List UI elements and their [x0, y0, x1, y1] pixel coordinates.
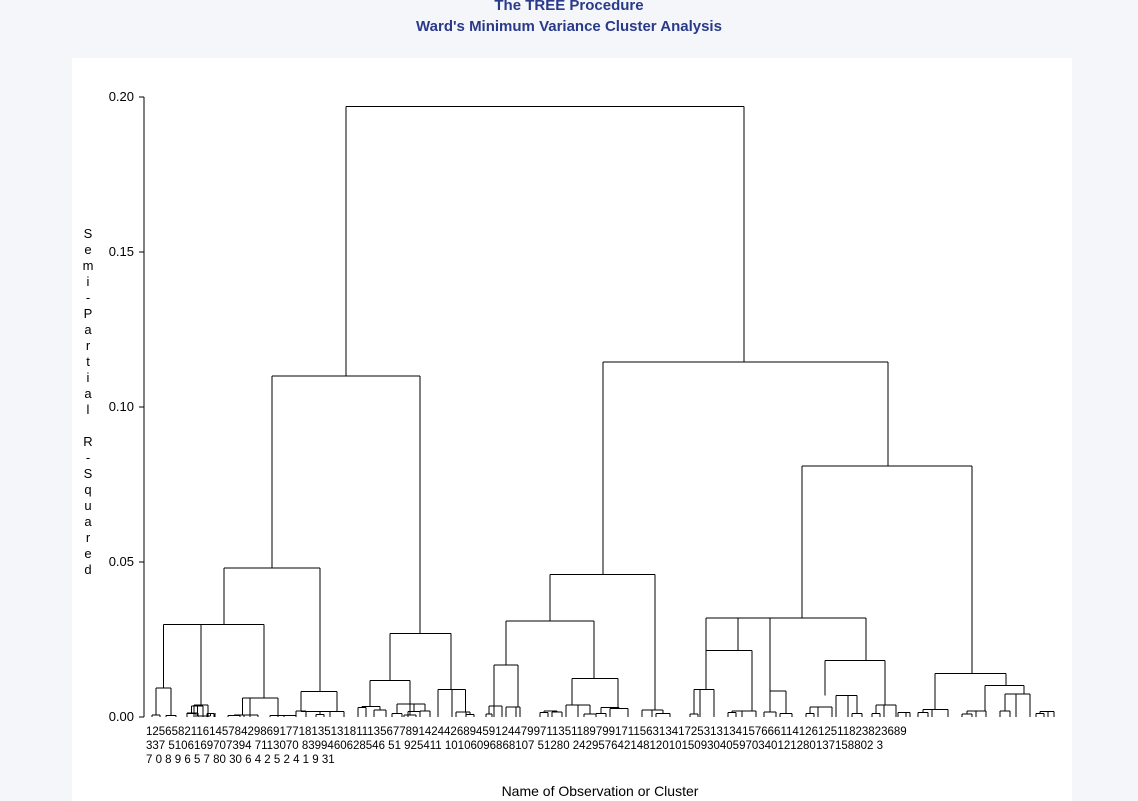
y-axis-label-char: r — [85, 530, 91, 545]
x-axis-label: Name of Observation or Cluster — [502, 783, 699, 799]
y-axis-label-char: e — [84, 546, 92, 561]
plot-area: 0.00 0.05 0.10 0.15 0.20 12565821161457842986… — [72, 58, 1072, 801]
y-axis-label-char: r — [85, 338, 91, 353]
y-axis-label-char: a — [84, 514, 92, 529]
y-axis-label-char: i — [86, 370, 90, 385]
y-axis-label-char: P — [83, 306, 93, 321]
y-axis-label-char: - — [85, 450, 91, 465]
y-tick-label: 0.00 — [109, 709, 134, 724]
dendrogram-plot: 0.00 0.05 0.10 0.15 0.20 12565821161457842986… — [109, 89, 1055, 799]
y-axis-label-char: a — [84, 322, 92, 337]
leaf-label-row: 7 0 8 9 6 5 7 80 30 6 4 2 5 2 4 1 9 31 — [146, 754, 335, 766]
y-tick-label: 0.20 — [109, 89, 134, 104]
chart-title: The TREE Procedure — [494, 0, 644, 14]
leaf-label-row: 337 5106169707394 7113070 8399460628546 … — [146, 740, 883, 752]
y-axis-label-char: l — [86, 402, 90, 417]
y-axis-label-char: i — [86, 274, 90, 289]
y-tick-label: 0.10 — [109, 399, 134, 414]
y-tick-label: 0.05 — [109, 554, 134, 569]
y-axis-label-char: d — [84, 562, 92, 577]
y-tick-label: 0.15 — [109, 244, 134, 259]
y-axis-label-char: S — [83, 226, 93, 241]
y-axis-label-char: u — [84, 498, 92, 513]
y-axis-label-char: q — [84, 482, 92, 497]
leaf-label-row: 1256582116145784298691771813513181113567… — [146, 726, 907, 738]
chart-subtitle: Ward's Minimum Variance Cluster Analysis — [416, 18, 722, 35]
y-axis-label-char: e — [84, 242, 92, 257]
y-axis-label-char: t — [86, 354, 90, 369]
y-axis-label-char: - — [85, 290, 91, 305]
y-axis-label-char: m — [82, 258, 94, 273]
y-axis-label-char: R — [83, 434, 93, 449]
y-axis-label-char: a — [84, 386, 92, 401]
y-axis-label-char: S — [83, 466, 93, 481]
